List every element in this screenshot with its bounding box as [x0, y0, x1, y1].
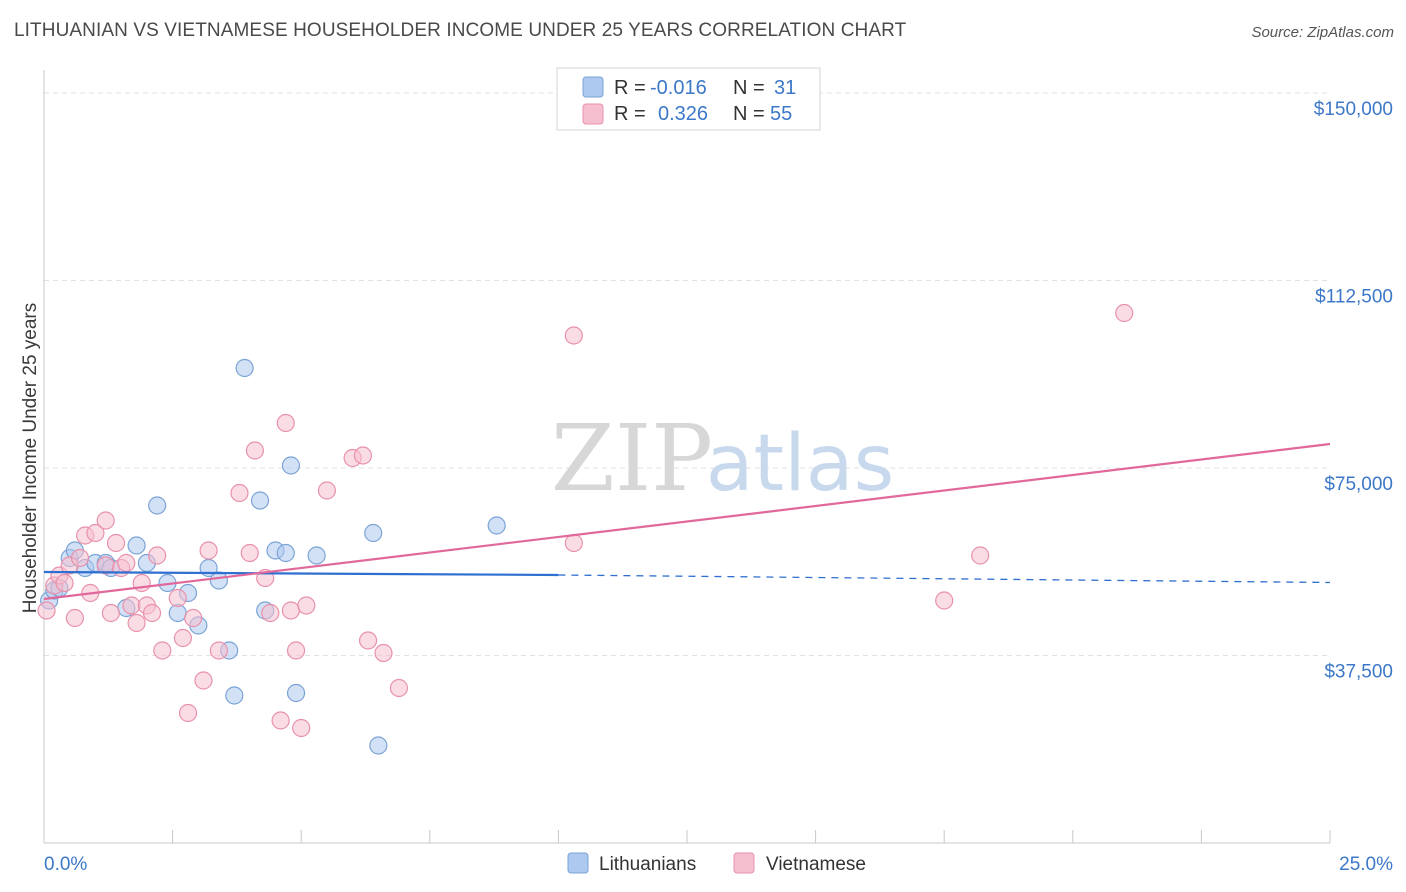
bottom-legend-swatch-vietnamese [733, 852, 755, 874]
data-point [235, 358, 254, 378]
data-point [230, 483, 249, 503]
y-tick-labels: $37,500 $75,000 $112,500 $150,000 [1314, 99, 1393, 683]
data-point [271, 711, 290, 730]
y-tick-label: $37,500 [1324, 662, 1393, 683]
y-tick-label: $75,000 [1324, 474, 1393, 495]
x-tick-label: 25.0% [1339, 854, 1393, 875]
legend-r-value: -0.016 [650, 77, 707, 99]
legend-n-label: N = [733, 103, 765, 125]
data-point [209, 571, 228, 590]
x-tick-labels: 0.0% 25.0% [44, 854, 1393, 875]
data-point [286, 683, 306, 703]
data-point [307, 546, 326, 565]
legend-n-label: N = [733, 77, 765, 99]
data-point [487, 516, 506, 535]
source-credit: Source: ZipAtlas.com [1251, 24, 1394, 41]
data-point [245, 441, 265, 460]
data-point [184, 608, 203, 628]
data-point [250, 491, 270, 510]
data-point [199, 541, 218, 560]
x-tick-label: 0.0% [44, 854, 87, 875]
series-vietnamese [37, 303, 1134, 738]
data-point [96, 511, 115, 530]
trend-line-extension [558, 574, 1331, 584]
series-lithuanians [40, 358, 506, 755]
trend-line-lithuanians [43, 570, 559, 577]
data-point [148, 546, 167, 565]
legend-swatch-lithuanians [582, 76, 604, 98]
data-point [1115, 303, 1134, 323]
data-point [389, 678, 409, 698]
data-point [297, 596, 316, 615]
data-point [564, 533, 583, 553]
data-point [353, 446, 373, 465]
bottom-legend-label-lithuanians: Lithuanians [599, 854, 696, 875]
watermark-zip: ZIP [551, 405, 713, 512]
legend-r-value: 0.326 [658, 103, 708, 125]
data-point [240, 543, 259, 563]
data-point [117, 553, 136, 573]
data-point [358, 631, 378, 650]
data-point [127, 536, 146, 555]
data-point [168, 588, 187, 608]
bottom-legend-swatch-lithuanians [567, 852, 589, 874]
trend-line-vietnamese [43, 442, 1331, 601]
data-point [153, 641, 172, 660]
data-point [286, 641, 306, 660]
data-point [194, 671, 213, 690]
y-tick-label: $112,500 [1315, 287, 1393, 308]
data-point [276, 413, 295, 433]
legend-r-label: R = [614, 103, 646, 125]
grid-lines [44, 92, 1330, 656]
data-point [276, 543, 295, 563]
y-axis-label: Householder Income Under 25 years [20, 303, 41, 614]
data-point [142, 603, 162, 623]
data-point [261, 603, 280, 623]
data-point [225, 686, 244, 705]
data-point [178, 703, 198, 723]
data-point [209, 641, 228, 660]
y-tick-label: $150,000 [1314, 99, 1393, 120]
legend-n-value: 31 [774, 77, 796, 99]
data-point [106, 533, 126, 553]
bottom-legend-label-vietnamese: Vietnamese [766, 854, 866, 875]
data-point [369, 736, 388, 755]
data-point [281, 456, 301, 475]
data-point [122, 596, 141, 615]
trend-lines [43, 442, 1331, 601]
data-point [971, 546, 990, 565]
data-point [292, 718, 311, 738]
data-point [86, 523, 105, 543]
data-point [70, 548, 90, 568]
legend-swatch-vietnamese [582, 103, 604, 125]
data-point [37, 601, 56, 620]
watermark: ZIP atlas [551, 405, 894, 512]
data-point [127, 613, 146, 633]
data-point [101, 603, 120, 623]
bottom-legend: Lithuanians Vietnamese [567, 852, 866, 875]
data-point [317, 481, 337, 500]
legend-n-value: 55 [770, 103, 792, 125]
data-point [55, 573, 74, 593]
data-point [173, 628, 192, 648]
data-point [364, 523, 383, 543]
data-point [935, 591, 954, 610]
data-point [65, 608, 84, 628]
data-point [564, 326, 583, 345]
data-point [281, 601, 301, 620]
axes [43, 70, 1331, 844]
legend-box: R = -0.016 N = 31 R = 0.326 N = 55 [556, 67, 821, 131]
series-layer [37, 303, 1134, 755]
chart-title: LITHUANIAN VS VIETNAMESE HOUSEHOLDER INC… [14, 20, 907, 41]
watermark-atlas: atlas [706, 419, 895, 509]
data-point [148, 496, 167, 515]
data-point [374, 643, 393, 663]
legend-r-label: R = [614, 77, 646, 99]
